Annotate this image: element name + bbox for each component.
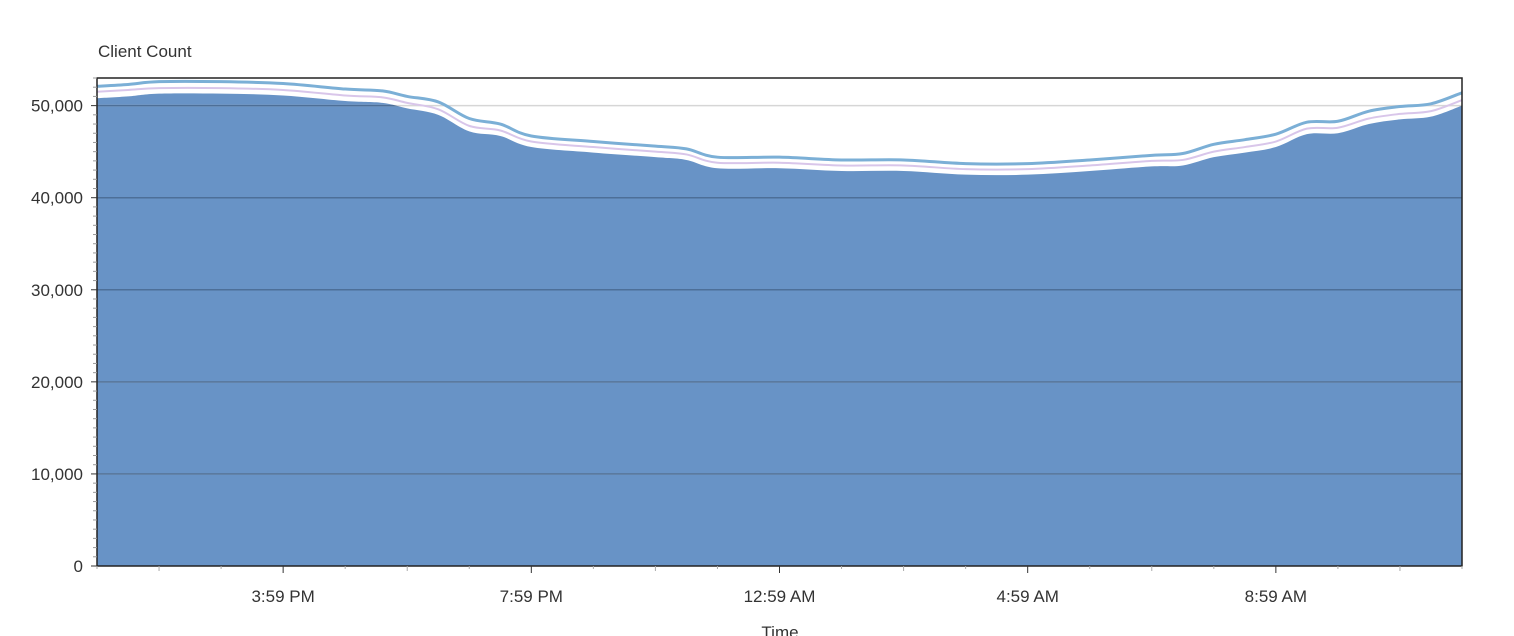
series-line-middle — [97, 86, 1462, 171]
y-tick-label: 40,000 — [31, 189, 83, 208]
y-gridlines — [97, 104, 1462, 475]
x-axis: 3:59 PM 7:59 PM 12:59 AM 4:59 AM 8:59 AM — [96, 566, 1463, 606]
client-count-area — [97, 93, 1462, 566]
y-tick-label: 0 — [74, 557, 83, 576]
y-tick-label: 10,000 — [31, 465, 83, 484]
series-line-upper — [97, 79, 1462, 166]
y-axis-title: Client Count — [98, 42, 192, 61]
x-axis-title: Time — [761, 623, 798, 636]
x-tick-label: 4:59 AM — [996, 587, 1058, 606]
x-tick-label: 12:59 AM — [744, 587, 816, 606]
x-tick-label: 3:59 PM — [251, 587, 314, 606]
x-tick-label: 7:59 PM — [500, 587, 563, 606]
x-tick-label: 8:59 AM — [1245, 587, 1307, 606]
y-tick-label: 50,000 — [31, 97, 83, 116]
y-tick-label: 20,000 — [31, 373, 83, 392]
plot-area — [97, 79, 1462, 566]
y-axis: 0 10,000 20,000 30,000 40,000 50,000 — [31, 77, 97, 576]
y-tick-label: 30,000 — [31, 281, 83, 300]
